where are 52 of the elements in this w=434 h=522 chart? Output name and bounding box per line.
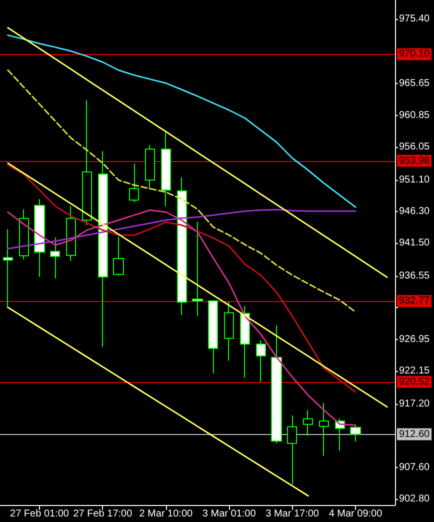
y-tick-label: 922.15 (399, 366, 430, 377)
y-tick-label: 917.20 (399, 398, 430, 410)
y-tick-label: 936.55 (399, 270, 430, 282)
line-series (7, 26, 388, 278)
y-tick-label: 907.60 (399, 462, 430, 473)
y-tick-label: 902.80 (399, 494, 430, 505)
x-tick-label: 3 Mar 17:00 (266, 508, 320, 520)
ref-line-label: 970.10 (399, 48, 430, 60)
candlestick (161, 132, 171, 207)
line-series (7, 69, 356, 313)
ref-line-label: 912.60 (399, 428, 430, 440)
x-tick-label: 27 Feb 01:00 (10, 508, 70, 520)
line-series (7, 34, 356, 208)
y-tick-label: 946.30 (399, 206, 430, 218)
candlestick (177, 176, 187, 316)
candlestick (319, 402, 329, 456)
candlestick (287, 414, 297, 485)
y-tick-label: 951.10 (399, 174, 430, 186)
y-tick-label: 956.05 (399, 142, 430, 153)
candlestick (303, 410, 313, 436)
candlestick (98, 150, 108, 348)
line-series (7, 306, 309, 497)
candlestick (350, 424, 361, 442)
candlestick (271, 324, 282, 444)
candlestick (66, 206, 76, 262)
candlestick (113, 236, 124, 276)
y-tick-label: 960.85 (399, 110, 430, 121)
candlestick (50, 236, 60, 279)
candlestick (224, 301, 234, 362)
x-tick-label: 27 Feb 17:00 (73, 508, 133, 520)
candlestick (82, 100, 92, 226)
y-tick-label: 965.65 (399, 78, 430, 90)
candlestick (34, 198, 45, 278)
x-tick-label: 3 Mar 01:00 (202, 508, 256, 520)
candlestick (256, 340, 266, 382)
candlestick (19, 208, 29, 260)
candlestick (240, 306, 250, 378)
y-tick-label: 941.50 (399, 238, 430, 249)
line-series (7, 208, 356, 250)
x-tick-label: 2 Mar 10:00 (139, 508, 194, 520)
candlestick (145, 144, 155, 190)
y-tick-label: 975.40 (399, 14, 430, 25)
candlestick (129, 162, 139, 203)
candlestick (208, 300, 218, 374)
candlestick (3, 228, 13, 309)
y-tick-label: 926.95 (399, 334, 430, 345)
ref-line-label: 953.98 (399, 155, 430, 166)
ref-line-label: 920.52 (399, 376, 430, 388)
line-series (7, 209, 356, 426)
x-tick-label: 4 Mar 09:00 (328, 508, 383, 520)
ref-line-label: 932.77 (399, 295, 430, 306)
candlestick (192, 221, 203, 316)
